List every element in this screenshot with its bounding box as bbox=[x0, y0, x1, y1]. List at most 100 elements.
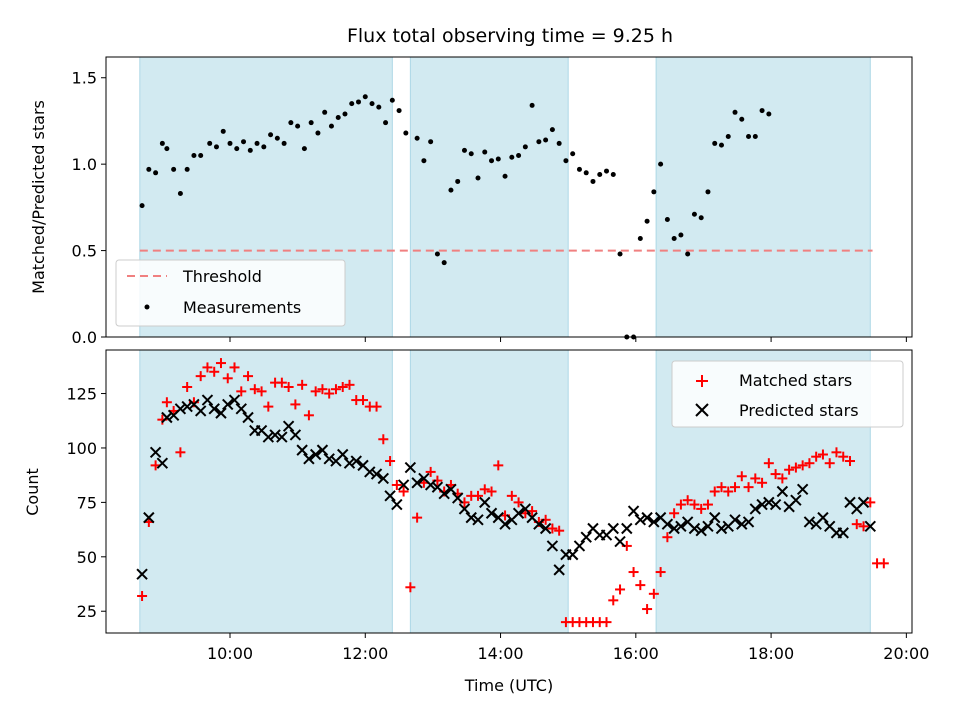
measurement-point bbox=[718, 142, 724, 148]
measurement-point bbox=[428, 139, 434, 145]
matched-star-point bbox=[763, 458, 774, 469]
measurement-point bbox=[468, 151, 474, 157]
predicted-star-point bbox=[194, 405, 207, 417]
predicted-star-point bbox=[702, 520, 714, 533]
matched-star-point bbox=[493, 460, 504, 471]
measurement-point bbox=[376, 104, 382, 110]
predicted-star-point bbox=[817, 511, 829, 524]
measurement-point bbox=[583, 170, 589, 176]
measurement-point bbox=[369, 101, 375, 107]
matched-star-point bbox=[222, 373, 233, 384]
x-tick-label: 10:00 bbox=[207, 644, 253, 663]
matched-star-point bbox=[506, 490, 517, 501]
matched-star-point bbox=[736, 471, 747, 482]
top-x-ticks bbox=[229, 337, 907, 342]
measurement-point bbox=[644, 218, 650, 224]
measurement-point bbox=[725, 134, 731, 140]
predicted-star-point bbox=[458, 503, 471, 515]
predicted-star-point bbox=[546, 540, 559, 552]
y-tick-label: 50 bbox=[77, 548, 97, 567]
measurement-point bbox=[516, 153, 522, 159]
predicted-star-point bbox=[364, 466, 376, 478]
measurement-point bbox=[198, 153, 204, 159]
measurement-point bbox=[322, 109, 328, 115]
predicted-star-point bbox=[350, 455, 362, 467]
matched-star-point bbox=[215, 358, 226, 369]
matched-star-point bbox=[757, 477, 768, 488]
matched-star-point bbox=[513, 497, 524, 508]
measurement-point bbox=[295, 123, 301, 129]
matched-star-point bbox=[770, 469, 781, 480]
bottom-legend: Matched stars Predicted stars bbox=[671, 360, 904, 428]
measurement-point bbox=[139, 203, 145, 209]
predicted-star-point bbox=[621, 522, 633, 535]
matched-star-point bbox=[317, 384, 328, 395]
matched-star-point bbox=[696, 503, 707, 514]
measurement-point bbox=[617, 251, 623, 257]
predicted-star-point bbox=[634, 514, 647, 526]
predicted-star-point bbox=[269, 429, 281, 441]
measurement-point bbox=[335, 114, 341, 120]
measurement-point bbox=[241, 139, 247, 145]
predicted-star-point bbox=[668, 522, 680, 535]
measurement-point bbox=[362, 94, 368, 100]
matched-star-point bbox=[628, 567, 639, 578]
matched-star-point bbox=[655, 567, 666, 578]
matched-star-point bbox=[635, 580, 646, 591]
matched-star-point bbox=[669, 508, 680, 519]
predicted-star-point bbox=[512, 507, 525, 519]
legend-predicted-label: Predicted stars bbox=[739, 401, 859, 420]
measurement-point bbox=[164, 146, 170, 152]
predicted-star-point bbox=[776, 485, 789, 498]
matched-star-point bbox=[723, 486, 734, 497]
predicted-star-point bbox=[309, 448, 322, 461]
matched-star-point bbox=[236, 386, 247, 397]
measurement-point bbox=[576, 166, 582, 172]
measurement-point bbox=[421, 158, 427, 164]
measurement-point bbox=[461, 147, 467, 153]
predicted-star-point bbox=[289, 429, 302, 441]
observing-window bbox=[409, 56, 569, 338]
predicted-star-point bbox=[499, 518, 511, 530]
predicted-star-point bbox=[695, 524, 707, 537]
matched-star-point bbox=[256, 386, 267, 397]
matched-star-point bbox=[777, 473, 788, 484]
matched-star-point bbox=[137, 590, 148, 601]
matched-star-point bbox=[344, 379, 355, 390]
predicted-star-point bbox=[174, 403, 187, 415]
measurement-point bbox=[664, 216, 670, 222]
predicted-star-point bbox=[424, 479, 437, 491]
matched-star-point bbox=[817, 449, 828, 460]
predicted-star-point bbox=[837, 527, 849, 539]
predicted-star-point bbox=[215, 407, 227, 419]
x-tick-label: 14:00 bbox=[477, 644, 523, 663]
legend-measurements-swatch bbox=[144, 304, 150, 310]
measurement-point bbox=[254, 140, 260, 146]
predicted-star-point bbox=[485, 507, 498, 519]
matched-star-point bbox=[209, 366, 220, 377]
measurement-point bbox=[691, 211, 697, 217]
matched-star-point bbox=[486, 486, 497, 497]
predicted-star-point bbox=[343, 457, 356, 469]
predicted-star-point bbox=[149, 446, 162, 459]
predicted-star-point bbox=[796, 483, 809, 496]
legend-threshold-label: Threshold bbox=[182, 267, 262, 286]
measurement-point bbox=[434, 251, 440, 257]
predicted-star-point bbox=[790, 494, 802, 506]
predicted-star-point bbox=[857, 496, 870, 509]
x-tick-label: 20:00 bbox=[883, 644, 929, 663]
measurement-point bbox=[766, 111, 772, 117]
measurement-point bbox=[288, 120, 294, 126]
measurement-point bbox=[403, 130, 409, 136]
matched-star-point bbox=[702, 499, 713, 510]
matched-star-point bbox=[804, 458, 815, 469]
measurement-point bbox=[414, 135, 420, 141]
matched-star-point bbox=[337, 382, 348, 393]
predicted-star-point bbox=[228, 394, 241, 406]
predicted-star-point bbox=[580, 531, 592, 543]
matched-star-point bbox=[473, 490, 483, 501]
y-tick-label: 0.0 bbox=[72, 328, 97, 347]
predicted-star-point bbox=[675, 520, 687, 533]
predicted-star-point bbox=[614, 535, 626, 548]
